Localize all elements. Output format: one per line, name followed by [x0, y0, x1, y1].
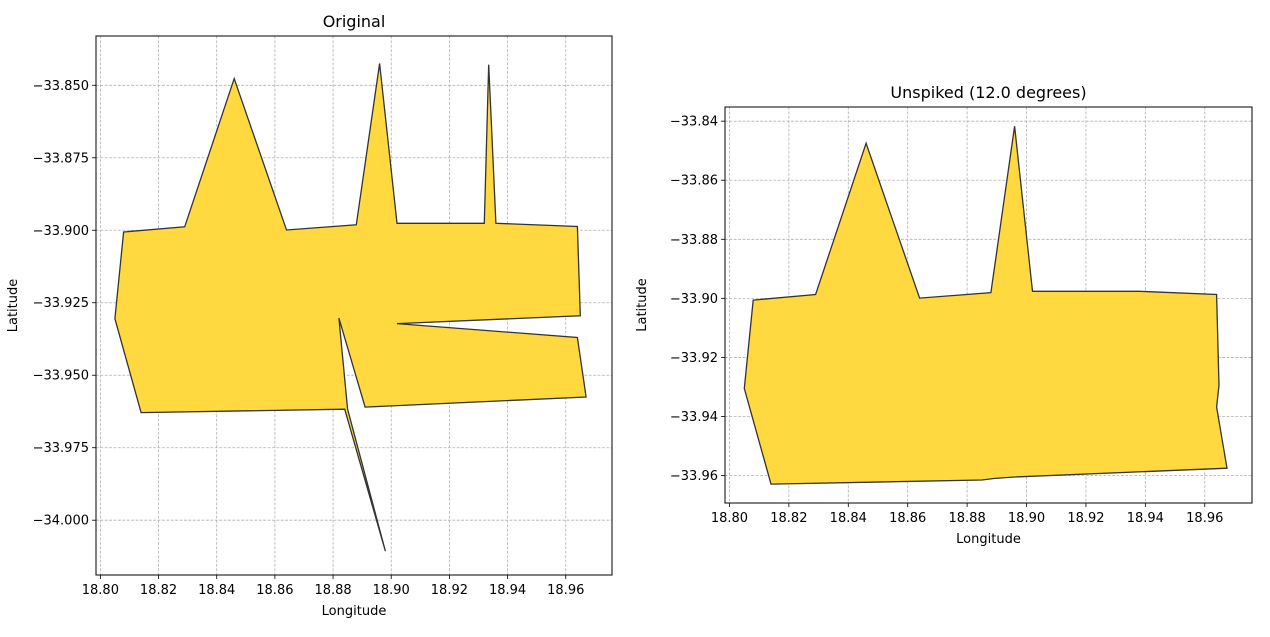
x-tick-label: 18.92 [1067, 511, 1104, 526]
polygon-shape [743, 126, 1228, 485]
y-tick-label: −34.000 [33, 514, 89, 529]
chart-original: 18.80 18.82 18.84 18.86 18.88 18.90 18.92 18.94… [6, 12, 613, 619]
x-axis-label: Longitude [956, 532, 1021, 547]
y-tick-label: −33.850 [33, 79, 89, 94]
x-tick-label: 18.96 [1186, 511, 1223, 526]
chart-title: Unspiked (12.0 degrees) [890, 83, 1086, 102]
y-tick-label: −33.84 [670, 115, 718, 130]
x-tick-label: 18.90 [373, 583, 410, 598]
y-tick-label: −33.925 [33, 296, 89, 311]
x-axis-label: Longitude [322, 604, 387, 619]
y-tick-label: −33.875 [33, 151, 89, 166]
y-tick-label: −33.86 [670, 174, 718, 189]
chart-title: Original [323, 12, 386, 31]
y-tick-label: −33.92 [670, 351, 718, 366]
plot-frame [95, 35, 613, 576]
x-tick-label: 18.86 [256, 583, 293, 598]
x-tick-label: 18.88 [949, 511, 986, 526]
y-tick-label: −33.950 [33, 369, 89, 384]
x-tick-label: 18.86 [889, 511, 926, 526]
x-tick-label: 18.88 [314, 583, 351, 598]
x-tick-label: 18.96 [547, 583, 584, 598]
y-tick-label: −33.96 [670, 469, 718, 484]
y-axis-label: Latitude [635, 278, 650, 332]
y-tick-label: −33.900 [33, 224, 89, 239]
x-tick-label: 18.82 [140, 583, 177, 598]
x-tick-label: 18.94 [1127, 511, 1164, 526]
x-tick-label: 18.84 [198, 583, 235, 598]
y-tick-label: −33.90 [670, 292, 718, 307]
x-tick-label: 18.82 [770, 511, 807, 526]
polygon-shape [114, 63, 587, 552]
x-tick-label: 18.90 [1008, 511, 1045, 526]
y-axis-label: Latitude [6, 279, 21, 333]
plot-frame [724, 106, 1253, 504]
y-tick-label: −33.88 [670, 233, 718, 248]
x-tick-label: 18.80 [82, 583, 119, 598]
x-tick-label: 18.84 [830, 511, 867, 526]
y-tick-label: −33.94 [670, 410, 718, 425]
chart-unspiked: 18.80 18.82 18.84 18.86 18.88 18.90 18.92 18.94… [635, 83, 1253, 547]
y-tick-label: −33.975 [33, 441, 89, 456]
x-tick-label: 18.92 [431, 583, 468, 598]
x-tick-label: 18.94 [489, 583, 526, 598]
x-tick-label: 18.80 [711, 511, 748, 526]
